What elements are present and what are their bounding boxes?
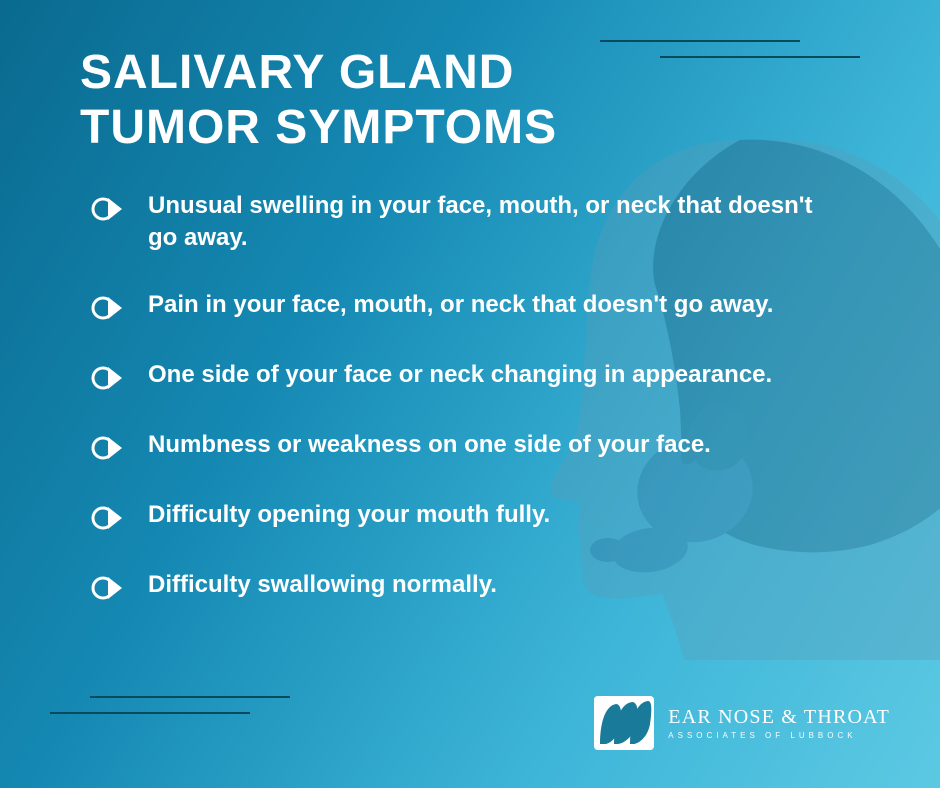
bullet-icon: [90, 291, 124, 325]
symptom-item: Difficulty opening your mouth fully.: [90, 499, 830, 535]
deco-line: [660, 56, 860, 58]
title-line-1: SALIVARY GLAND: [80, 45, 557, 100]
logo-main-text: EAR NOSE & THROAT: [668, 706, 890, 729]
symptom-text: Difficulty opening your mouth fully.: [148, 499, 550, 531]
symptom-text: Numbness or weakness on one side of your…: [148, 429, 711, 461]
bullet-icon: [90, 361, 124, 395]
title-line-2: TUMOR SYMPTOMS: [80, 100, 557, 155]
logo-mark: [594, 696, 654, 750]
deco-line: [90, 696, 290, 698]
bullet-icon: [90, 192, 124, 226]
symptom-text: Unusual swelling in your face, mouth, or…: [148, 190, 830, 255]
symptom-text: Pain in your face, mouth, or neck that d…: [148, 289, 773, 321]
symptoms-list: Unusual swelling in your face, mouth, or…: [90, 190, 830, 639]
bullet-icon: [90, 571, 124, 605]
decorative-lines-bottom: [90, 696, 290, 728]
symptom-text: One side of your face or neck changing i…: [148, 359, 772, 391]
symptom-item: Unusual swelling in your face, mouth, or…: [90, 190, 830, 255]
deco-line: [50, 712, 250, 714]
symptom-item: Numbness or weakness on one side of your…: [90, 429, 830, 465]
logo-text: EAR NOSE & THROAT ASSOCIATES OF LUBBOCK: [668, 706, 890, 740]
symptom-item: One side of your face or neck changing i…: [90, 359, 830, 395]
page-title: SALIVARY GLAND TUMOR SYMPTOMS: [80, 45, 557, 155]
deco-line: [600, 40, 800, 42]
symptom-item: Pain in your face, mouth, or neck that d…: [90, 289, 830, 325]
bullet-icon: [90, 431, 124, 465]
logo-sub-text: ASSOCIATES OF LUBBOCK: [668, 731, 890, 740]
brand-logo: EAR NOSE & THROAT ASSOCIATES OF LUBBOCK: [594, 696, 890, 750]
decorative-lines-top: [600, 40, 860, 72]
bullet-icon: [90, 501, 124, 535]
symptom-text: Difficulty swallowing normally.: [148, 569, 497, 601]
symptom-item: Difficulty swallowing normally.: [90, 569, 830, 605]
